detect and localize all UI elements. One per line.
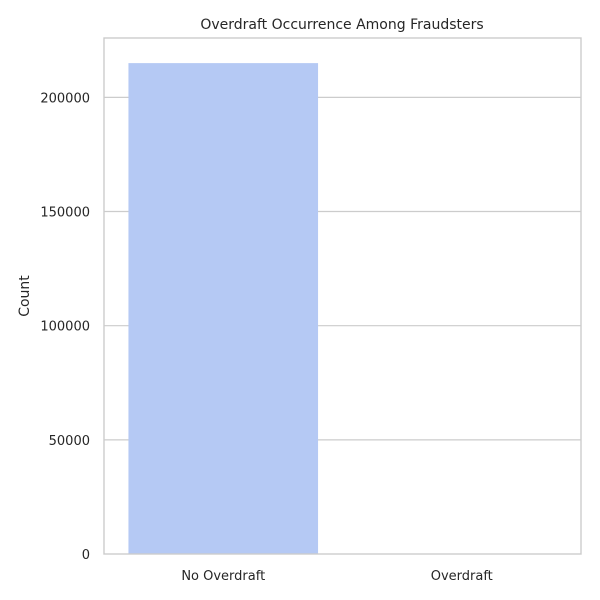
y-axis-label: Count xyxy=(17,275,33,317)
y-tick-label: 50000 xyxy=(49,434,90,449)
plot-frame xyxy=(103,37,582,555)
bar-no-overdraft xyxy=(128,63,319,554)
x-tick-label: No Overdraft xyxy=(181,569,265,584)
y-axis-ticks: 0 50000 100000 150000 200000 xyxy=(40,91,90,563)
x-axis-ticks: No Overdraft Overdraft xyxy=(181,569,492,584)
chart-title: Overdraft Occurrence Among Fraudsters xyxy=(200,17,483,33)
bars xyxy=(128,63,319,554)
y-tick-label: 100000 xyxy=(40,320,90,335)
y-tick-label: 200000 xyxy=(40,91,90,106)
x-tick-label: Overdraft xyxy=(431,569,493,584)
y-tick-label: 0 xyxy=(82,548,90,563)
y-tick-label: 150000 xyxy=(40,206,90,221)
